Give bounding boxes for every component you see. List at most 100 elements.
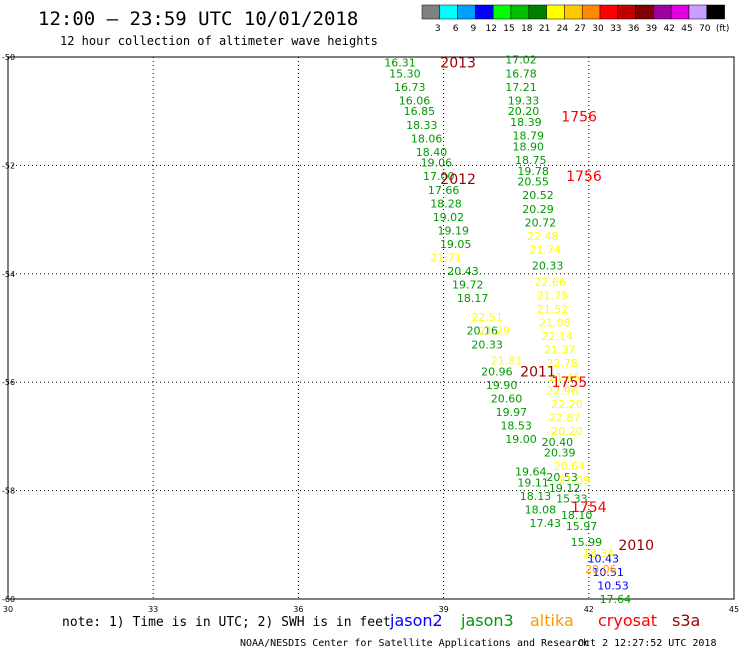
swh-reading: 20.20: [508, 105, 540, 118]
swh-reading: 18.34: [583, 547, 615, 560]
swh-reading: 22.14: [542, 330, 574, 343]
swh-reading: 20.20: [551, 425, 583, 438]
swh-reading: 18.28: [430, 197, 462, 210]
colorbar-swatch: [439, 4, 458, 20]
grid-lines: [8, 57, 734, 599]
swh-reading: 20.39: [544, 447, 576, 460]
colorbar-swatch: [510, 4, 530, 20]
colorbar-swatch: [492, 4, 512, 20]
pass-time-label: 1756: [561, 110, 597, 126]
swh-reading: 22.96: [546, 384, 578, 397]
y-tick-label: -52: [2, 161, 15, 170]
swh-reading: 19.64: [515, 466, 547, 479]
swh-reading: 16.31: [384, 56, 416, 69]
swh-reading: 16.78: [505, 67, 537, 80]
swh-reading: 17.00: [423, 170, 455, 183]
swh-reading: 10.43: [588, 552, 620, 565]
x-tick-label: 30: [3, 605, 13, 614]
swh-reading: 19.00: [505, 433, 537, 446]
colorbar-swatch: [653, 4, 672, 20]
y-tick-label: -56: [2, 378, 15, 387]
swh-reading: 19.05: [440, 238, 472, 251]
colorbar-label: 12: [485, 24, 496, 34]
x-tick-label: 33: [148, 605, 158, 614]
satellite-legend: jason2 jason3 altika cryosat s3a: [389, 611, 700, 630]
swh-reading: 19.97: [496, 406, 528, 419]
swh-reading: 17.43: [529, 517, 561, 530]
swh-reading: 20.96: [481, 365, 513, 378]
colorbar-label: 39: [646, 24, 658, 34]
swh-reading: 20.60: [491, 392, 523, 405]
legend-jason3: jason3: [460, 611, 514, 630]
colorbar-swatch: [564, 4, 583, 20]
x-tick-label: 39: [439, 605, 449, 614]
swh-reading: 19.78: [517, 165, 549, 178]
pass-time-label: 1755: [552, 375, 588, 391]
swh-reading: 19.12: [549, 482, 581, 495]
colorbar-label: (ft): [716, 24, 730, 34]
swh-reading: 21.09: [559, 474, 591, 487]
colorbar-swatch: [457, 4, 476, 20]
swh-reading: 22.78: [546, 357, 578, 370]
swh-reading: 20.29: [522, 203, 554, 216]
swh-reading: 19.02: [433, 211, 465, 224]
plot-frame: [7, 56, 735, 600]
swh-reading: 17.02: [505, 54, 537, 67]
swh-reading: 21.52: [537, 303, 569, 316]
colorbar-swatch: [688, 4, 708, 20]
colorbar-label: 30: [592, 24, 604, 34]
swh-reading: 18.33: [406, 119, 438, 132]
swh-reading: 19.19: [438, 224, 470, 237]
y-axis-tick-labels: -50 -52 -54 -56 -58 -60: [2, 53, 15, 604]
x-tick-label: 45: [729, 605, 739, 614]
swh-reading: 20.33: [471, 338, 503, 351]
chart-title: 12:00 – 23:59 UTC 10/01/2018: [38, 8, 358, 30]
swh-reading: 16.85: [404, 105, 436, 118]
swh-reading: 20.52: [522, 189, 554, 202]
swh-reading: 20.64: [554, 460, 586, 473]
swh-reading: 18.17: [457, 292, 489, 305]
colorbar-swatch: [528, 4, 547, 20]
colorbar-label: 21: [539, 24, 550, 34]
swh-reading: 18.79: [513, 130, 545, 143]
swh-reading: 20.33: [532, 260, 564, 273]
legend-altika: altika: [530, 611, 574, 630]
swh-reading: 19.33: [508, 94, 540, 107]
swh-reading: 16.73: [394, 81, 426, 94]
swh-reading: 20.72: [525, 216, 557, 229]
x-tick-label: 42: [584, 605, 594, 614]
swh-reading: 21.81: [491, 355, 523, 368]
pass-time-label: 2010: [618, 538, 654, 554]
swh-reading: 20.43: [447, 265, 479, 278]
swh-reading: 20.40: [542, 436, 574, 449]
swh-reading: 15.97: [566, 520, 598, 533]
swh-reading: 10.51: [592, 566, 624, 579]
swh-reading: 20.16: [467, 325, 499, 338]
colorbar-label: 27: [574, 24, 585, 34]
pass-time-label: 2012: [440, 172, 476, 188]
colorbar-swatch: [475, 4, 494, 20]
x-tick-label: 36: [293, 605, 303, 614]
swh-reading: 21.08: [539, 317, 571, 330]
swh-reading: 19.06: [421, 157, 453, 170]
swh-reading: 16.06: [399, 94, 431, 107]
colorbar-label: 3: [435, 24, 441, 34]
swh-reading: 21.74: [529, 243, 561, 256]
colorbar-swatch: [546, 4, 565, 20]
swh-reading: 22.48: [527, 230, 559, 243]
colorbar-label: 70: [699, 24, 711, 34]
swh-reading: 19.90: [486, 379, 518, 392]
pass-time-label: 2011: [520, 364, 556, 380]
swh-reading: 20.06: [585, 563, 617, 576]
swh-reading: 21.45: [549, 371, 581, 384]
pass-time-label: 1756: [566, 169, 602, 185]
colorbar-swatch: [670, 4, 690, 20]
swh-reading: 15.33: [556, 493, 588, 506]
legend-cryosat: cryosat: [598, 611, 657, 630]
colorbar-swatch: [421, 4, 441, 20]
colorbar-label: 33: [610, 24, 621, 34]
y-tick-label: -54: [2, 270, 15, 279]
swh-reading: 19.11: [517, 476, 549, 489]
